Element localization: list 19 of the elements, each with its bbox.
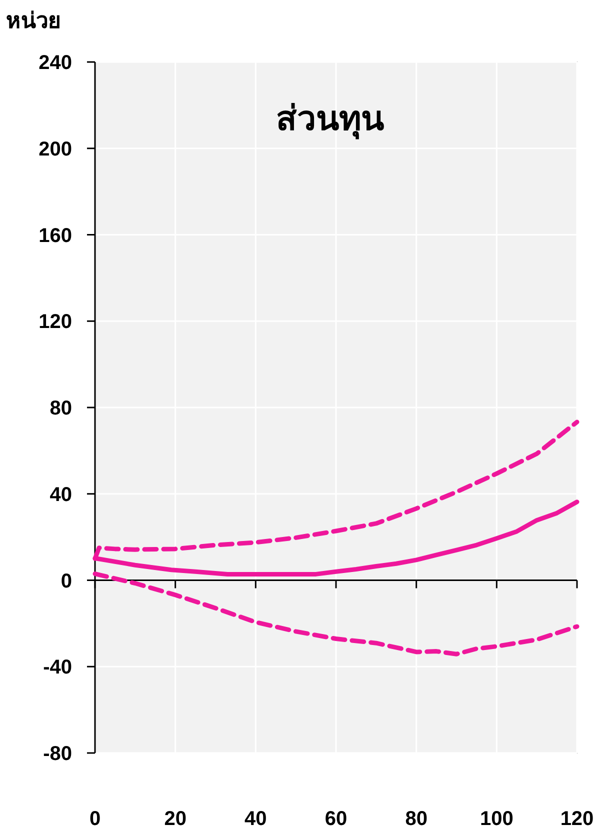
- y-tick-label: 160: [38, 224, 72, 247]
- x-tick-label: 60: [324, 808, 348, 830]
- y-tick-label: -80: [43, 743, 72, 765]
- y-tick-label: 40: [50, 484, 72, 506]
- x-tick-label: 0: [89, 808, 101, 830]
- line-series: [92, 572, 580, 656]
- y-tick-label: 0: [60, 570, 72, 592]
- x-tick-label: 80: [405, 808, 428, 830]
- y-tick-label: 200: [38, 138, 72, 160]
- y-tick-label: 240: [38, 52, 72, 74]
- y-axis-title: หน่วย: [6, 8, 61, 33]
- x-tick-label: 20: [164, 808, 186, 830]
- text: ส่วนทุน: [276, 100, 384, 140]
- y-tick-label: 80: [50, 398, 72, 420]
- x-tick-label: 100: [480, 808, 514, 830]
- y-tick-label: 120: [38, 311, 72, 334]
- y-tick-label: -40: [43, 656, 72, 679]
- x-tick-label: 120: [560, 808, 594, 830]
- x-tick-label: 40: [244, 808, 267, 830]
